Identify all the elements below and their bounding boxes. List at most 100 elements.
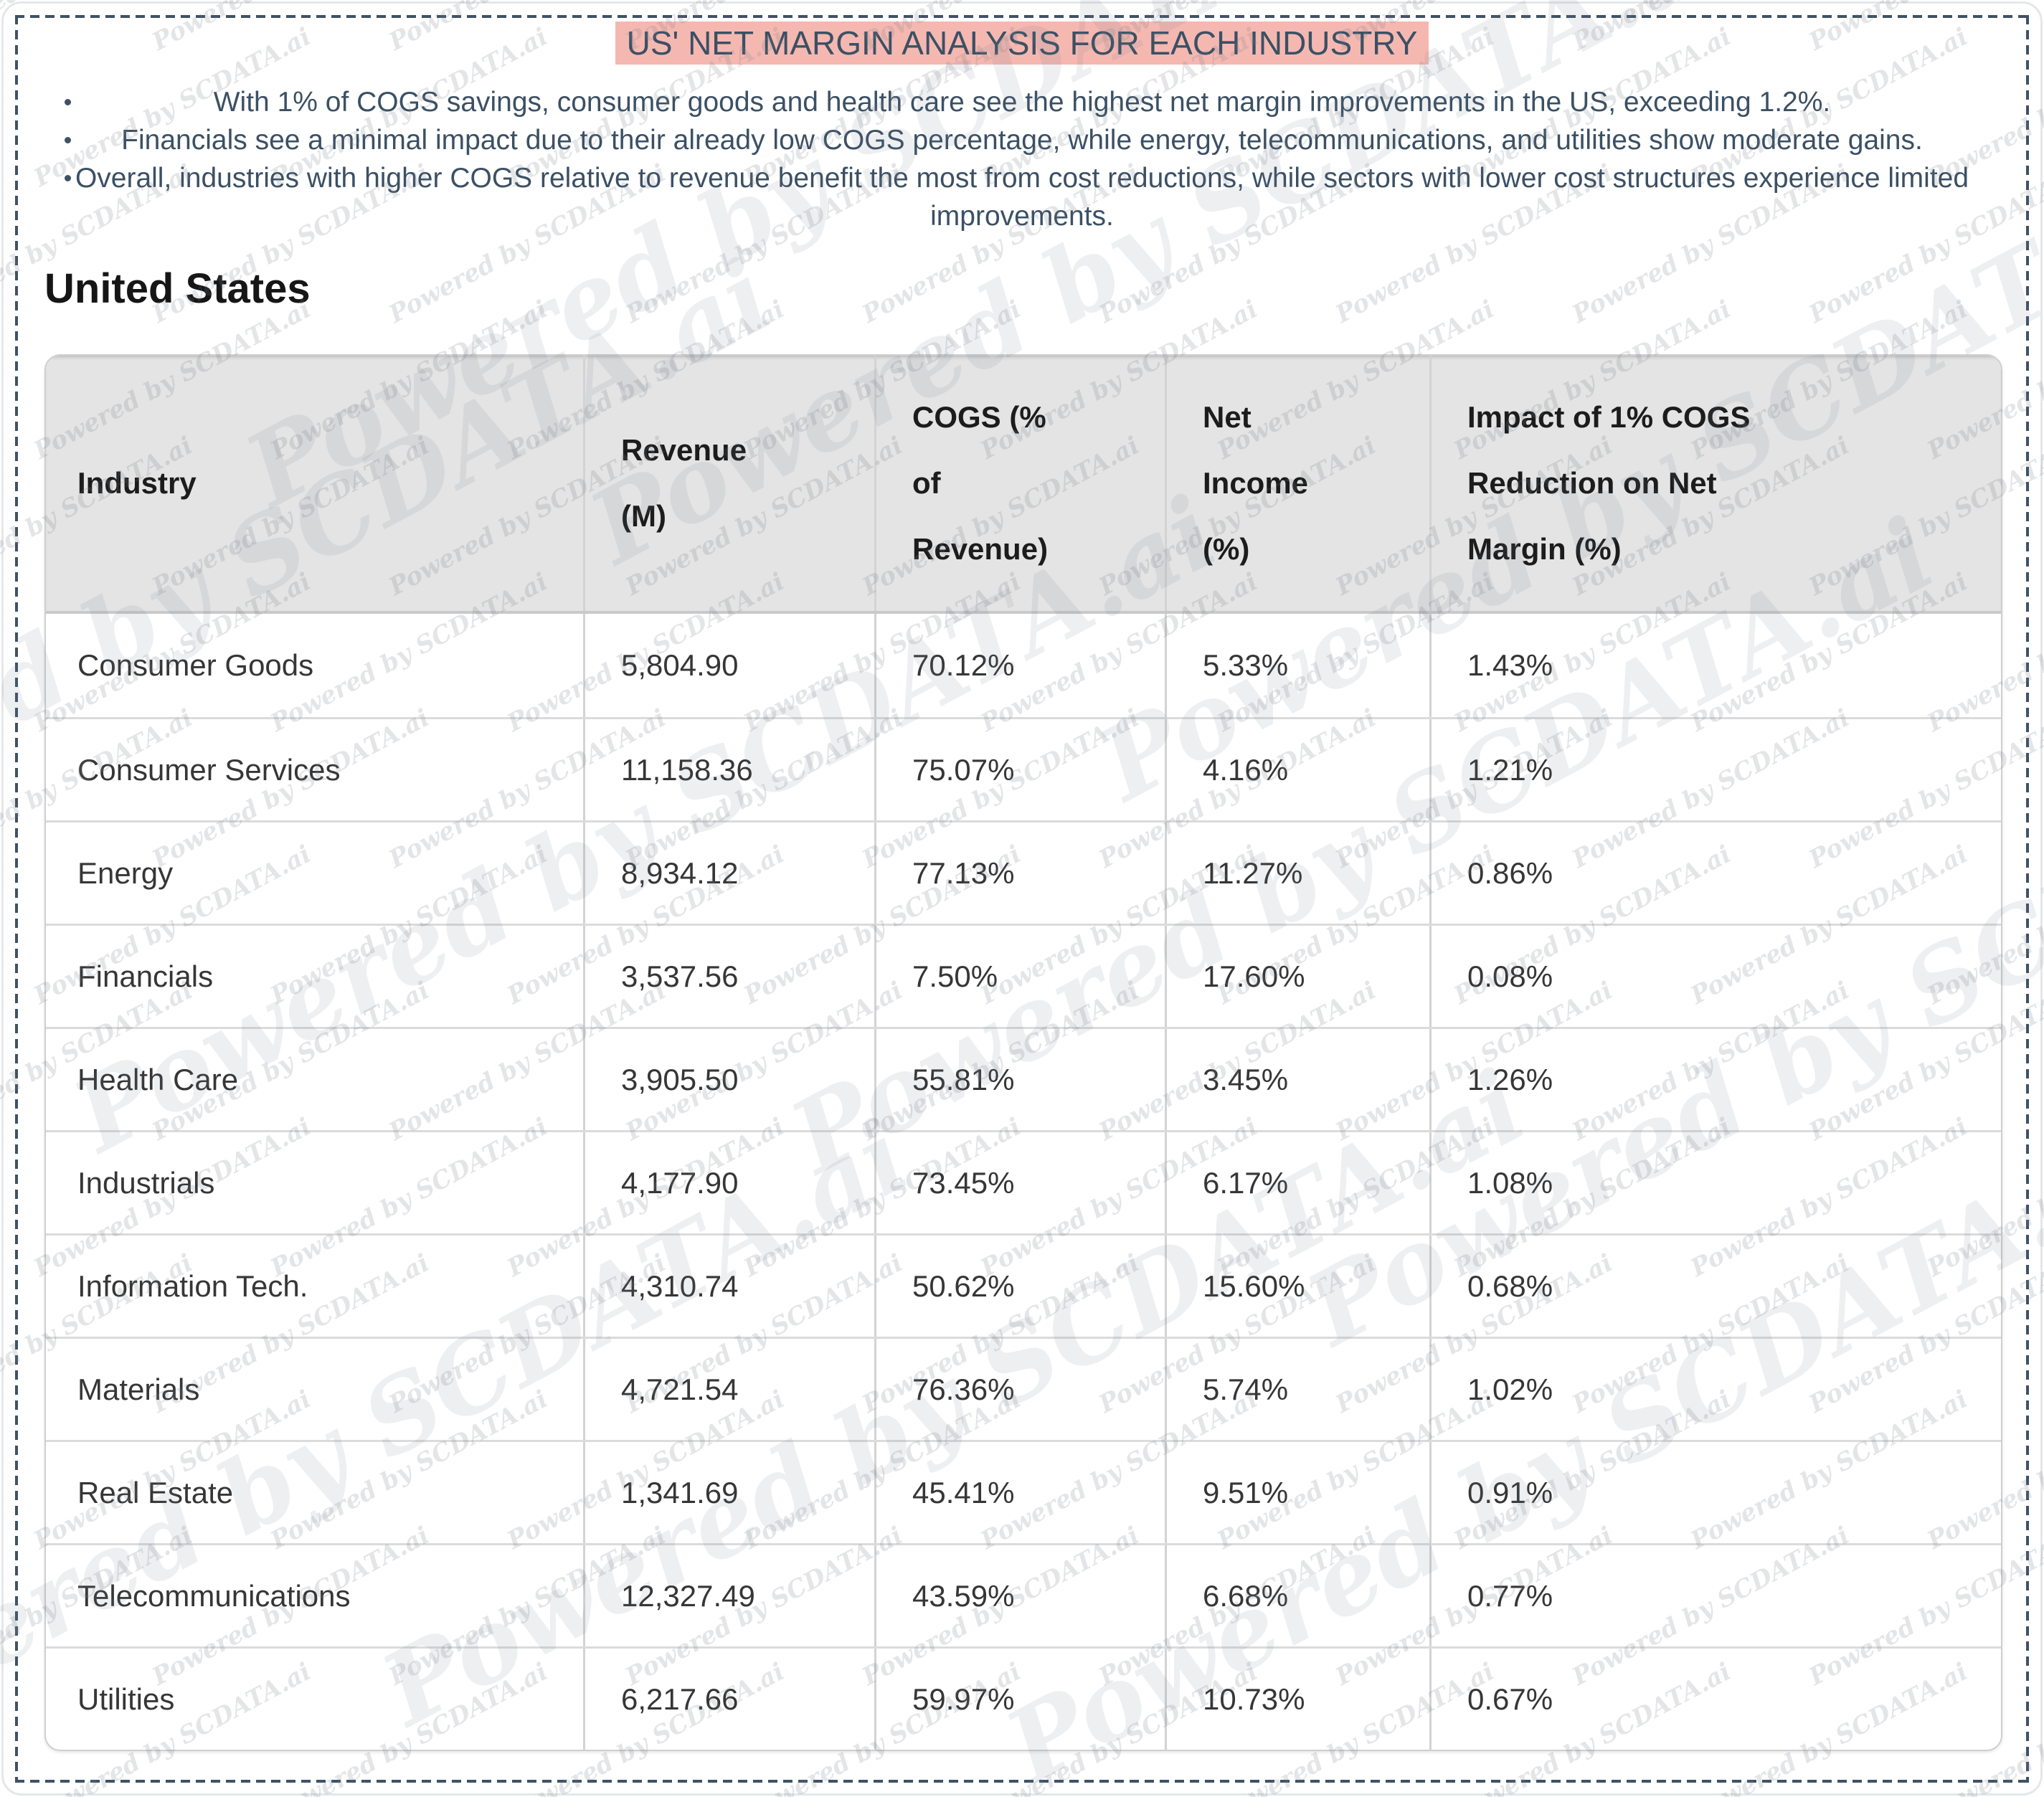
header-cell: Net Income (%) — [1165, 356, 1429, 611]
value-cell: 55.81% — [874, 1029, 1165, 1130]
value-cell: 0.86% — [1429, 822, 2001, 924]
dashed-frame-left — [15, 15, 18, 1783]
header-line: COGS (% — [912, 400, 1046, 434]
header-line: Revenue) — [912, 532, 1049, 566]
table-row: Health Care 3,905.50 55.81% 3.45% 1.26% — [46, 1027, 2001, 1130]
value-cell: 4,177.90 — [583, 1132, 874, 1233]
value-cell: 45.41% — [874, 1442, 1165, 1543]
industry-cell: Industrials — [77, 1165, 215, 1200]
bullet-dot-icon — [65, 137, 71, 143]
table-row: Utilities 6,217.66 59.97% 10.73% 0.67% — [46, 1646, 2001, 1750]
value-cell: 76.36% — [874, 1339, 1165, 1440]
value-cell: 5.74% — [1165, 1339, 1429, 1440]
value-cell: 59.97% — [874, 1649, 1165, 1750]
table-row: Information Tech. 4,310.74 50.62% 15.60% 0.6… — [46, 1233, 2001, 1337]
header-line: Revenue — [621, 433, 747, 467]
value-cell: 4,721.54 — [583, 1339, 874, 1440]
value-cell: 0.67% — [1429, 1649, 2001, 1750]
value-cell: 0.68% — [1429, 1236, 2001, 1337]
title-row: US' NET MARGIN ANALYSIS FOR EACH INDUSTR… — [0, 22, 2044, 65]
table-row: Financials 3,537.56 7.50% 17.60% 0.08% — [46, 924, 2001, 1027]
header-line: Income — [1203, 466, 1309, 500]
value-cell: 12,327.49 — [583, 1545, 874, 1646]
industry-cell: Information Tech. — [77, 1269, 308, 1303]
header-line: of — [912, 466, 941, 500]
table-row: Consumer Services 11,158.36 75.07% 4.16% 1.2… — [46, 717, 2001, 820]
watermark-text: Powered by SCDATA.ai — [2040, 976, 2044, 1147]
value-cell: 3.45% — [1165, 1029, 1429, 1130]
industry-cell: Telecommunications — [77, 1578, 351, 1613]
industry-cell: Energy — [77, 855, 174, 890]
value-cell: 3,537.56 — [583, 926, 874, 1027]
value-cell: 0.08% — [1429, 926, 2001, 1027]
insight-list: With 1% of COGS savings, consumer goods … — [0, 83, 2044, 235]
insight-text: With 1% of COGS savings, consumer goods … — [213, 87, 1831, 118]
header-line: Impact of 1% COGS — [1467, 400, 1751, 434]
header-line: Industry — [77, 466, 197, 500]
insight-item: Financials see a minimal impact due to t… — [0, 121, 2044, 159]
table-header-row: Industry Revenue (M) COGS (% of Revenue) Net In… — [46, 356, 2001, 614]
value-cell: 11.27% — [1165, 822, 1429, 924]
bullet-dot-icon — [65, 175, 71, 181]
dashed-frame-right — [2026, 15, 2029, 1783]
insight-text: Financials see a minimal impact due to t… — [121, 125, 1923, 156]
section-heading: United States — [44, 265, 311, 312]
dashed-frame-bottom — [15, 1780, 2029, 1783]
industry-cell: Materials — [77, 1372, 200, 1406]
industry-cell: Consumer Goods — [77, 648, 314, 682]
industry-cell: Consumer Services — [77, 752, 341, 787]
table-row: Telecommunications 12,327.49 43.59% 6.68% 0.… — [46, 1543, 2001, 1646]
dashed-frame-top — [15, 15, 2029, 18]
watermark-text: Powered by SCDATA.ai — [2040, 431, 2044, 602]
value-cell: 1,341.69 — [583, 1442, 874, 1543]
table-body: Consumer Goods 5,804.90 70.12% 5.33% 1.43% Co… — [46, 614, 2001, 1750]
watermark-text: Powered by SCDATA.ai — [2040, 1521, 2044, 1692]
value-cell: 9.51% — [1165, 1442, 1429, 1543]
value-cell: 77.13% — [874, 822, 1165, 924]
value-cell: 70.12% — [874, 614, 1165, 717]
value-cell: 0.91% — [1429, 1442, 2001, 1543]
header-line: Reduction on Net — [1467, 466, 1717, 500]
data-table: Industry Revenue (M) COGS (% of Revenue) Net In… — [44, 354, 2002, 1751]
value-cell: 5,804.90 — [583, 614, 874, 717]
value-cell: 4,310.74 — [583, 1236, 874, 1337]
value-cell: 4.16% — [1165, 719, 1429, 820]
value-cell: 1.43% — [1429, 614, 2001, 717]
table-row: Industrials 4,177.90 73.45% 6.17% 1.08% — [46, 1130, 2001, 1233]
industry-cell: Utilities — [77, 1682, 175, 1716]
page-title: US' NET MARGIN ANALYSIS FOR EACH INDUSTR… — [615, 22, 1429, 65]
value-cell: 43.59% — [874, 1545, 1165, 1646]
value-cell: 10.73% — [1165, 1649, 1429, 1750]
industry-cell: Real Estate — [77, 1475, 234, 1509]
table-row: Materials 4,721.54 76.36% 5.74% 1.02% — [46, 1337, 2001, 1440]
value-cell: 50.62% — [874, 1236, 1165, 1337]
header-cell: Impact of 1% COGS Reduction on Net Margin … — [1429, 356, 2001, 611]
value-cell: 1.02% — [1429, 1339, 2001, 1440]
header-cell: Industry — [46, 356, 583, 611]
industry-cell: Financials — [77, 959, 214, 993]
table-row: Consumer Goods 5,804.90 70.12% 5.33% 1.43% — [46, 614, 2001, 717]
value-cell: 0.77% — [1429, 1545, 2001, 1646]
value-cell: 73.45% — [874, 1132, 1165, 1233]
value-cell: 1.08% — [1429, 1132, 2001, 1233]
value-cell: 7.50% — [874, 926, 1165, 1027]
header-cell: COGS (% of Revenue) — [874, 356, 1165, 611]
value-cell: 1.26% — [1429, 1029, 2001, 1130]
value-cell: 1.21% — [1429, 719, 2001, 820]
value-cell: 75.07% — [874, 719, 1165, 820]
insight-text: Overall, industries with higher COGS rel… — [75, 163, 1969, 194]
value-cell: 15.60% — [1165, 1236, 1429, 1337]
table-row: Energy 8,934.12 77.13% 11.27% 0.86% — [46, 820, 2001, 924]
header-line: Net — [1203, 400, 1252, 434]
value-cell: 6,217.66 — [583, 1649, 874, 1750]
table-row: Real Estate 1,341.69 45.41% 9.51% 0.91% — [46, 1440, 2001, 1543]
header-line: Margin (%) — [1467, 532, 1622, 566]
value-cell: 8,934.12 — [583, 822, 874, 924]
watermark-text: Powered by SCDATA.ai — [2040, 703, 2044, 874]
value-cell: 6.17% — [1165, 1132, 1429, 1233]
value-cell: 11,158.36 — [583, 719, 874, 820]
value-cell: 6.68% — [1165, 1545, 1429, 1646]
header-line: (%) — [1203, 532, 1250, 566]
insight-item: Overall, industries with higher COGS rel… — [0, 159, 2044, 235]
